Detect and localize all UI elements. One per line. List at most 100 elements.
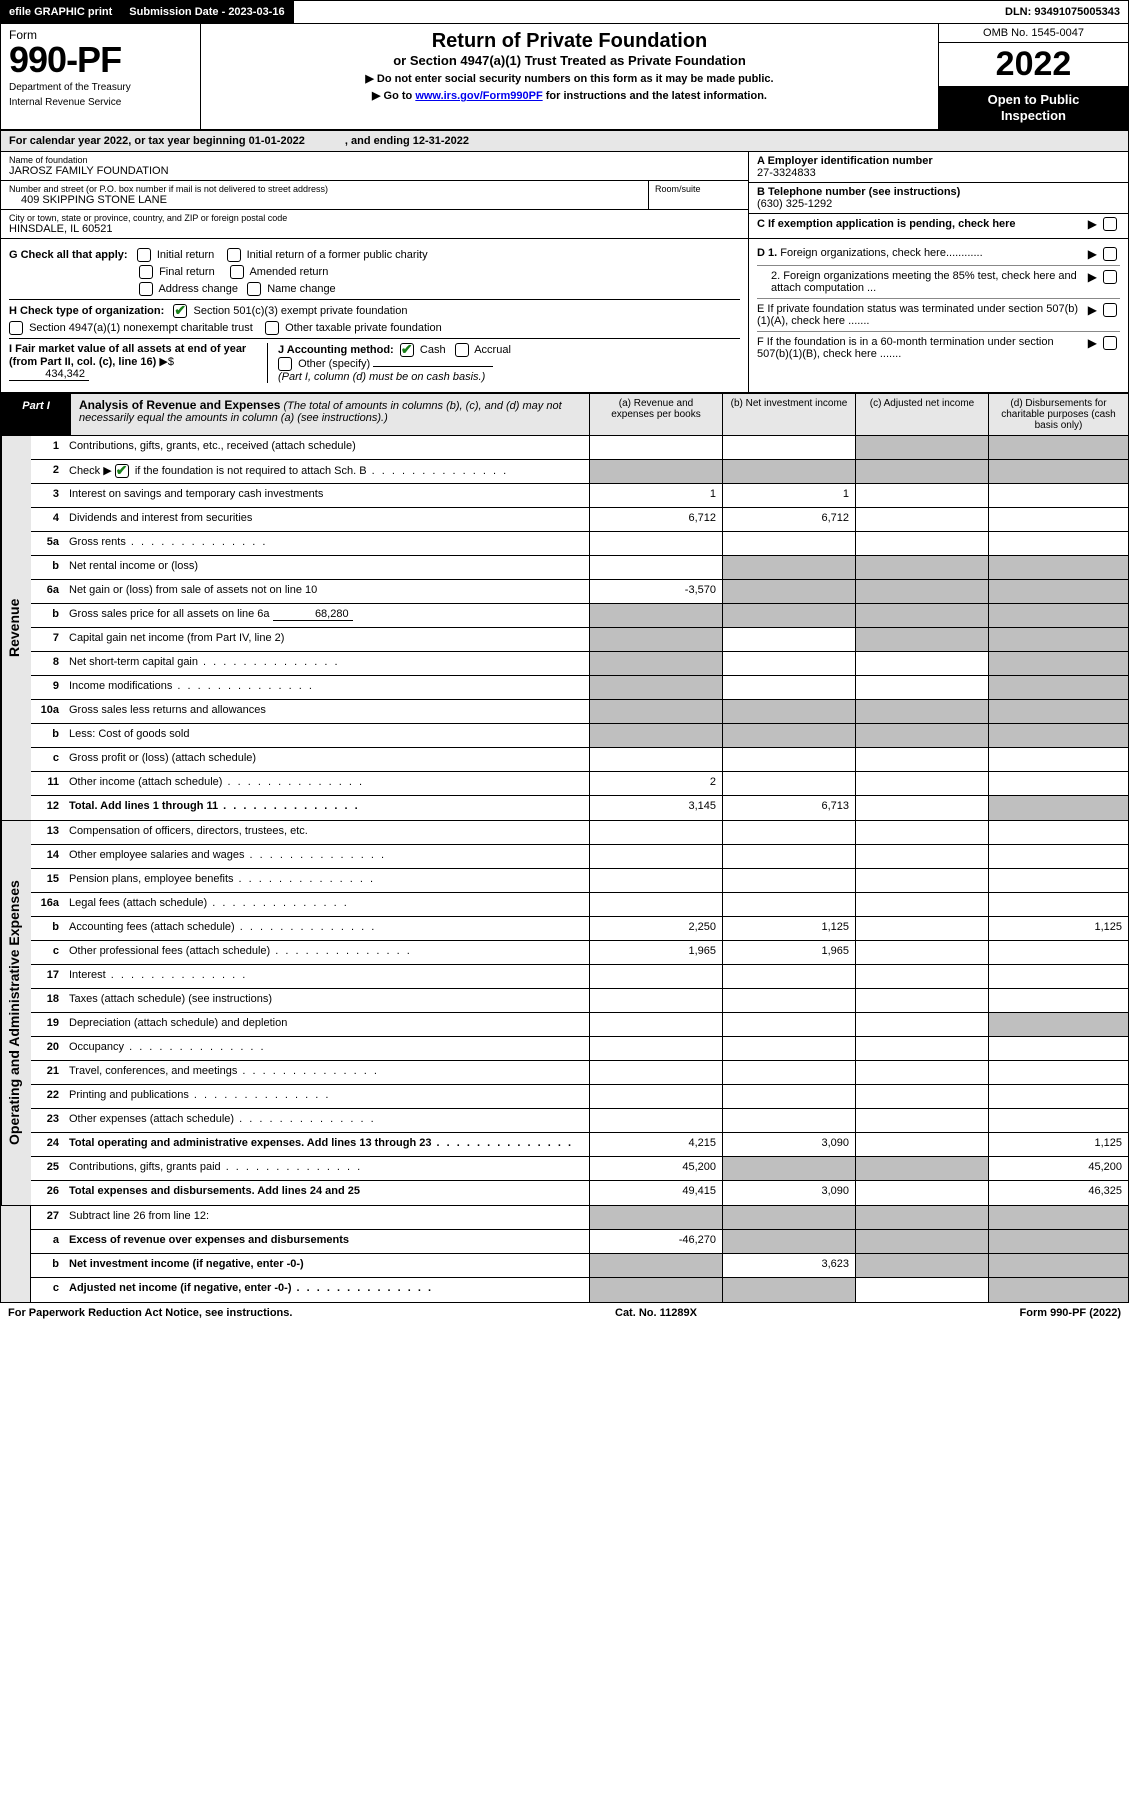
cell-b [722,772,855,795]
row-desc: Net rental income or (loss) [65,556,589,579]
table-row: 19Depreciation (attach schedule) and dep… [31,1013,1128,1037]
table-row: cAdjusted net income (if negative, enter… [31,1278,1128,1302]
checkbox-schb[interactable] [115,464,129,478]
fmv-assets: 434,342 [9,368,89,381]
row-desc: Gross profit or (loss) (attach schedule) [65,748,589,771]
table-row: 13Compensation of officers, directors, t… [31,821,1128,845]
tax-year-end: , and ending 12-31-2022 [345,135,469,147]
table-row: 18Taxes (attach schedule) (see instructi… [31,989,1128,1013]
table-row: 15Pension plans, employee benefits [31,869,1128,893]
row-number: 14 [31,845,65,868]
checkbox-other-method[interactable] [278,357,292,371]
table-row: 4Dividends and interest from securities6… [31,508,1128,532]
checkbox-501c3[interactable] [173,304,187,318]
checkbox-other-taxable[interactable] [265,321,279,335]
cell-c [855,1181,988,1205]
table-row: bGross sales price for all assets on lin… [31,604,1128,628]
checkbox-4947[interactable] [9,321,23,335]
cell-a: 49,415 [589,1181,722,1205]
cell-a [589,700,722,723]
cell-b [722,965,855,988]
phone: (630) 325-1292 [757,198,832,210]
cell-d [988,772,1128,795]
checkbox-d1[interactable] [1103,247,1117,261]
checkbox-d2[interactable] [1103,270,1117,284]
topbar: efile GRAPHIC print Submission Date - 20… [0,0,1129,24]
row-number: b [31,1254,65,1277]
table-row: 12Total. Add lines 1 through 113,1456,71… [31,796,1128,820]
cell-c [855,941,988,964]
form-ref: Form 990-PF (2022) [1020,1307,1121,1319]
checkbox-cash[interactable] [400,343,414,357]
cell-d [988,604,1128,627]
ein-cell: A Employer identification number 27-3324… [749,152,1128,183]
col-a-header: (a) Revenue and expenses per books [589,394,722,435]
row-desc: Capital gain net income (from Part IV, l… [65,628,589,651]
row-desc: Interest [65,965,589,988]
table-row: 17Interest [31,965,1128,989]
g-row3: Address change Name change [9,282,740,296]
row-desc: Other expenses (attach schedule) [65,1109,589,1132]
cell-d [988,748,1128,771]
checkbox-address-change[interactable] [139,282,153,296]
form-header: Form 990-PF Department of the Treasury I… [0,24,1129,131]
row-desc: Contributions, gifts, grants paid [65,1157,589,1180]
cell-b [722,1278,855,1302]
table-row: bLess: Cost of goods sold [31,724,1128,748]
checkbox-initial-public[interactable] [227,248,241,262]
checkbox-name-change[interactable] [247,282,261,296]
row-desc: Travel, conferences, and meetings [65,1061,589,1084]
row-number: 27 [31,1206,65,1229]
j-block: J Accounting method: Cash Accrual Other … [267,343,511,383]
row-number: b [31,604,65,627]
checkbox-final-return[interactable] [139,265,153,279]
table-row: 22Printing and publications [31,1085,1128,1109]
instr-link-line: ▶ Go to www.irs.gov/Form990PF for instru… [211,89,928,102]
cell-a: 1 [589,484,722,507]
irs-link[interactable]: www.irs.gov/Form990PF [415,90,542,102]
cell-a [589,1061,722,1084]
street-address: 409 SKIPPING STONE LANE [9,194,640,206]
cell-a: 4,215 [589,1133,722,1156]
checkbox-c[interactable] [1103,217,1117,231]
entity-left: Name of foundation JAROSZ FAMILY FOUNDAT… [1,152,748,238]
cell-c [855,917,988,940]
row-desc: Total operating and administrative expen… [65,1133,589,1156]
checkbox-initial-return[interactable] [137,248,151,262]
checkbox-amended[interactable] [230,265,244,279]
row-number: c [31,1278,65,1302]
cell-c [855,508,988,531]
cell-d [988,1037,1128,1060]
cell-b: 3,623 [722,1254,855,1277]
cell-c [855,1061,988,1084]
cat-no: Cat. No. 11289X [292,1307,1019,1319]
form-subtitle: or Section 4947(a)(1) Trust Treated as P… [211,53,928,68]
col-b-header: (b) Net investment income [722,394,855,435]
form-title-block: Return of Private Foundation or Section … [201,24,938,129]
table-row: 25Contributions, gifts, grants paid45,20… [31,1157,1128,1181]
ij-row: I Fair market value of all assets at end… [9,338,740,383]
cell-a [589,604,722,627]
row-number: 19 [31,1013,65,1036]
dln: DLN: 93491075005343 [294,1,1128,23]
cell-b [722,460,855,483]
checkbox-f[interactable] [1103,336,1117,350]
calendar-year-bar: For calendar year 2022, or tax year begi… [0,131,1129,152]
row-number: 22 [31,1085,65,1108]
cell-c [855,580,988,603]
table-row: 1Contributions, gifts, grants, etc., rec… [31,436,1128,460]
cell-d [988,1278,1128,1302]
checkbox-accrual[interactable] [455,343,469,357]
cell-a [589,1109,722,1132]
form-year-block: OMB No. 1545-0047 2022 Open to Public In… [938,24,1128,129]
arrow-icon: ▶ [1088,217,1097,231]
checkbox-e[interactable] [1103,303,1117,317]
table-row: 27Subtract line 26 from line 12: [31,1206,1128,1230]
row-number: 9 [31,676,65,699]
d2-row: 2. Foreign organizations meeting the 85%… [757,266,1120,299]
cell-a: 2 [589,772,722,795]
cell-a [589,869,722,892]
foundation-name-cell: Name of foundation JAROSZ FAMILY FOUNDAT… [1,152,748,181]
cell-c [855,748,988,771]
efile-graphic-print[interactable]: efile GRAPHIC print [1,1,121,23]
